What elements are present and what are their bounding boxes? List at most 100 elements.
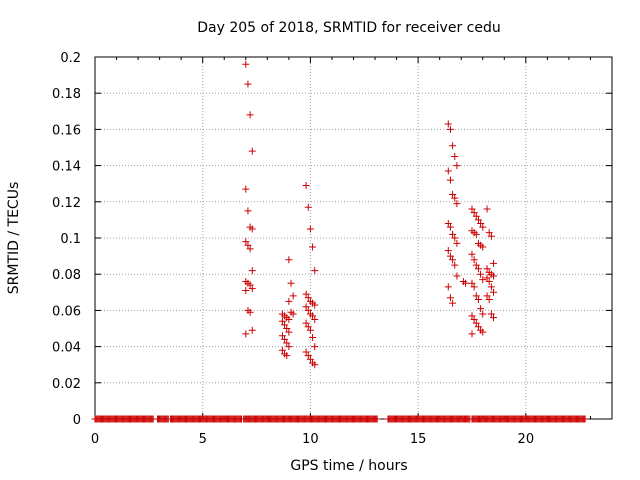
data-marks (91, 60, 589, 423)
data-point (449, 299, 457, 307)
data-point (449, 191, 457, 199)
data-point (468, 312, 476, 320)
x-tick-label: 10 (302, 432, 319, 447)
data-point (485, 296, 493, 304)
data-point (311, 361, 319, 369)
data-point (472, 212, 480, 220)
x-tick-label: 15 (410, 432, 427, 447)
data-point (468, 279, 476, 287)
data-point (281, 335, 289, 343)
data-point (470, 209, 478, 217)
data-point (444, 220, 452, 228)
data-point (490, 259, 498, 267)
data-point (304, 294, 312, 302)
data-point (281, 321, 289, 329)
data-point (446, 125, 454, 133)
data-point (446, 176, 454, 184)
data-point (302, 290, 310, 298)
data-point (248, 326, 256, 334)
y-tick-label: 0.02 (52, 377, 81, 392)
data-point (246, 281, 254, 289)
data-point (285, 343, 293, 351)
data-point (302, 182, 310, 190)
data-point (487, 283, 495, 291)
data-point (451, 153, 459, 161)
zero-point (581, 415, 589, 423)
y-axis-title: SRMTID / TECUs (6, 182, 22, 295)
data-point (477, 270, 485, 278)
y-tick-label: 0.14 (52, 160, 81, 175)
y-tick-label: 0 (73, 413, 81, 428)
data-point (278, 346, 286, 354)
data-point (470, 283, 478, 291)
y-tick-label: 0.1 (60, 232, 81, 247)
data-point (444, 120, 452, 128)
grid (95, 57, 612, 419)
data-point (242, 286, 250, 294)
data-point (479, 276, 487, 284)
x-tick-label: 20 (518, 432, 535, 447)
data-point (477, 305, 485, 313)
data-point (246, 245, 254, 253)
data-point (242, 330, 250, 338)
data-point (472, 292, 480, 300)
data-point (278, 317, 286, 325)
data-point (485, 229, 493, 237)
data-point (479, 223, 487, 231)
data-point (248, 285, 256, 293)
data-point (246, 111, 254, 119)
data-point (304, 306, 312, 314)
data-point (244, 80, 252, 88)
data-point (444, 283, 452, 291)
data-point (242, 185, 250, 193)
data-point (474, 323, 482, 331)
data-point (449, 256, 457, 264)
data-point (446, 223, 454, 231)
data-point (309, 312, 317, 320)
data-point (306, 225, 314, 233)
data-point (490, 272, 498, 280)
data-point (244, 241, 252, 249)
data-point (446, 294, 454, 302)
data-point (446, 252, 454, 260)
data-point (278, 332, 286, 340)
data-point (283, 352, 291, 360)
data-point (479, 243, 487, 251)
data-point (285, 328, 293, 336)
data-point (453, 272, 461, 280)
data-point (309, 334, 317, 342)
y-tick-label: 0.04 (52, 341, 81, 356)
data-point (470, 256, 478, 264)
data-point (444, 247, 452, 255)
data-point (311, 315, 319, 323)
data-point (474, 265, 482, 273)
y-tick-label: 0.2 (60, 51, 81, 66)
data-point (477, 220, 485, 228)
data-point (304, 323, 312, 331)
y-tick-label: 0.16 (52, 123, 81, 138)
data-point (487, 232, 495, 240)
data-point (283, 325, 291, 332)
data-point (474, 216, 482, 224)
data-point (311, 301, 319, 309)
data-point (472, 261, 480, 269)
data-point (242, 238, 250, 246)
chart-title: Day 205 of 2018, SRMTID for receiver ced… (197, 20, 500, 36)
data-point (451, 194, 459, 202)
data-point (311, 343, 319, 351)
zero-point (373, 415, 381, 423)
data-point (474, 296, 482, 304)
data-point (285, 315, 293, 323)
x-tick-label: 5 (199, 432, 207, 447)
data-point (470, 315, 478, 323)
data-point (283, 339, 291, 347)
data-point (449, 142, 457, 150)
data-point (306, 326, 314, 334)
data-point (248, 225, 256, 233)
data-point (449, 230, 457, 238)
data-point (453, 162, 461, 170)
data-point (289, 310, 297, 318)
data-point (242, 60, 250, 68)
